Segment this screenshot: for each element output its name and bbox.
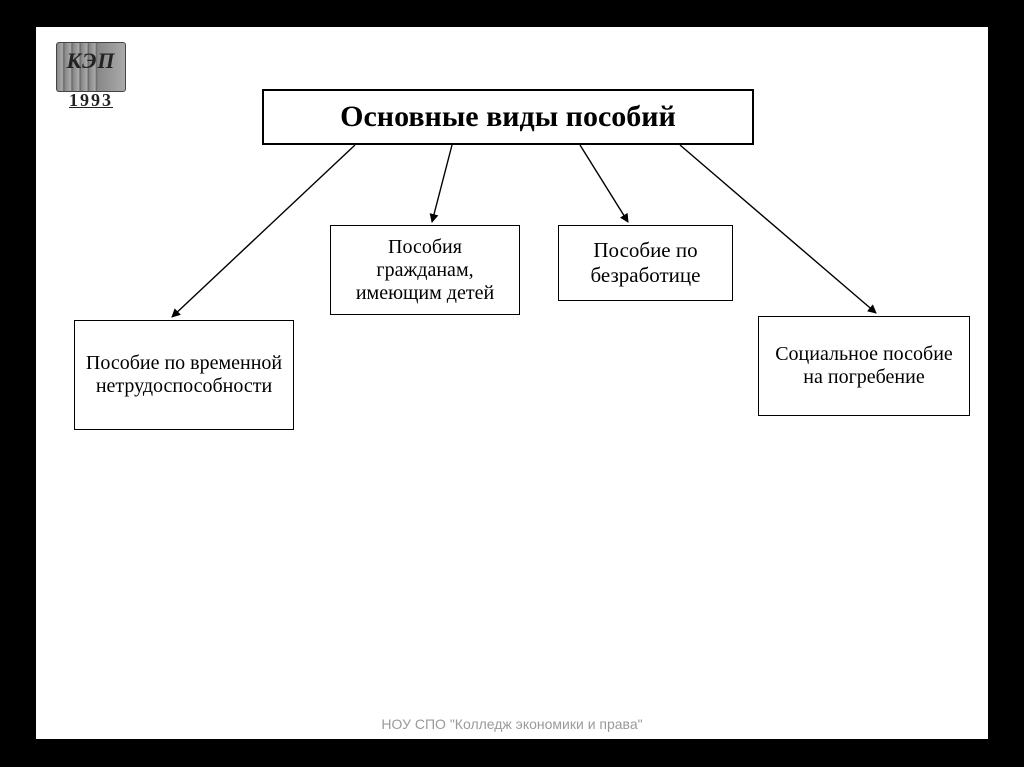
diagram-node: Пособие по безработице [558, 225, 733, 301]
diagram-title: Основные виды пособий [262, 89, 754, 145]
diagram-title-text: Основные виды пособий [340, 100, 676, 134]
diagram-node-text: Социальное пособие на погребение [767, 343, 961, 389]
diagram-node: Социальное пособие на погребение [758, 316, 970, 416]
diagram-node-text: Пособие по безработице [567, 238, 724, 288]
footer-text: НОУ СПО "Колледж экономики и права" [0, 716, 1024, 732]
diagram-node-text: Пособие по временной нетрудоспособности [83, 352, 285, 398]
institution-logo: КЭП 1993 [56, 42, 126, 112]
logo-year: 1993 [56, 90, 126, 111]
diagram-node: Пособия гражданам, имеющим детей [330, 225, 520, 315]
diagram-node: Пособие по временной нетрудоспособности [74, 320, 294, 430]
logo-acronym: КЭП [56, 48, 126, 74]
diagram-node-text: Пособия гражданам, имеющим детей [339, 236, 511, 305]
